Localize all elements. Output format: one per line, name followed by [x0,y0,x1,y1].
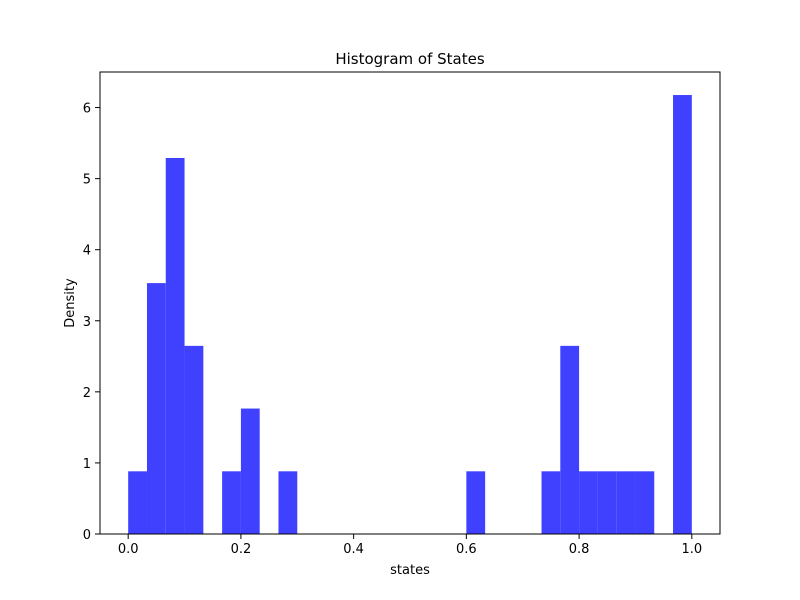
y-tick-label: 1 [83,457,91,472]
histogram-bar [146,283,166,534]
bars-group [128,95,692,534]
histogram-bar [541,471,561,534]
y-tick-label: 3 [83,315,91,330]
histogram-bar [597,471,617,534]
histogram-bar [278,471,298,534]
histogram-bar [579,471,598,534]
y-axis-label: Density [63,278,78,328]
histogram-bar [616,471,636,534]
histogram-bar [560,345,580,534]
y-axis-ticks: 0 1 2 3 4 5 6 [83,102,100,543]
x-axis-label: states [390,563,430,578]
x-tick-label: 1.0 [681,542,702,557]
histogram-bar [222,471,241,534]
x-tick-label: 0.6 [456,542,477,557]
y-tick-label: 0 [83,528,91,543]
y-tick-label: 6 [83,102,91,117]
chart-title: Histogram of States [335,50,485,68]
y-tick-label: 5 [83,173,91,188]
y-tick-label: 2 [83,386,91,401]
y-tick-label: 4 [83,244,91,259]
histogram-bar [673,95,692,534]
x-axis-ticks: 0.0 0.2 0.4 0.6 0.8 1.0 [118,534,702,557]
histogram-bar [635,471,655,534]
histogram-bar [165,158,185,534]
plot-frame [99,71,721,535]
histogram-bar [184,345,204,534]
histogram-bar [128,471,147,534]
x-tick-label: 0.4 [343,542,364,557]
x-tick-label: 0.8 [569,542,590,557]
histogram-bar [466,471,486,534]
histogram-bar [240,408,260,534]
x-tick-label: 0.2 [231,542,252,557]
x-tick-label: 0.0 [118,542,139,557]
